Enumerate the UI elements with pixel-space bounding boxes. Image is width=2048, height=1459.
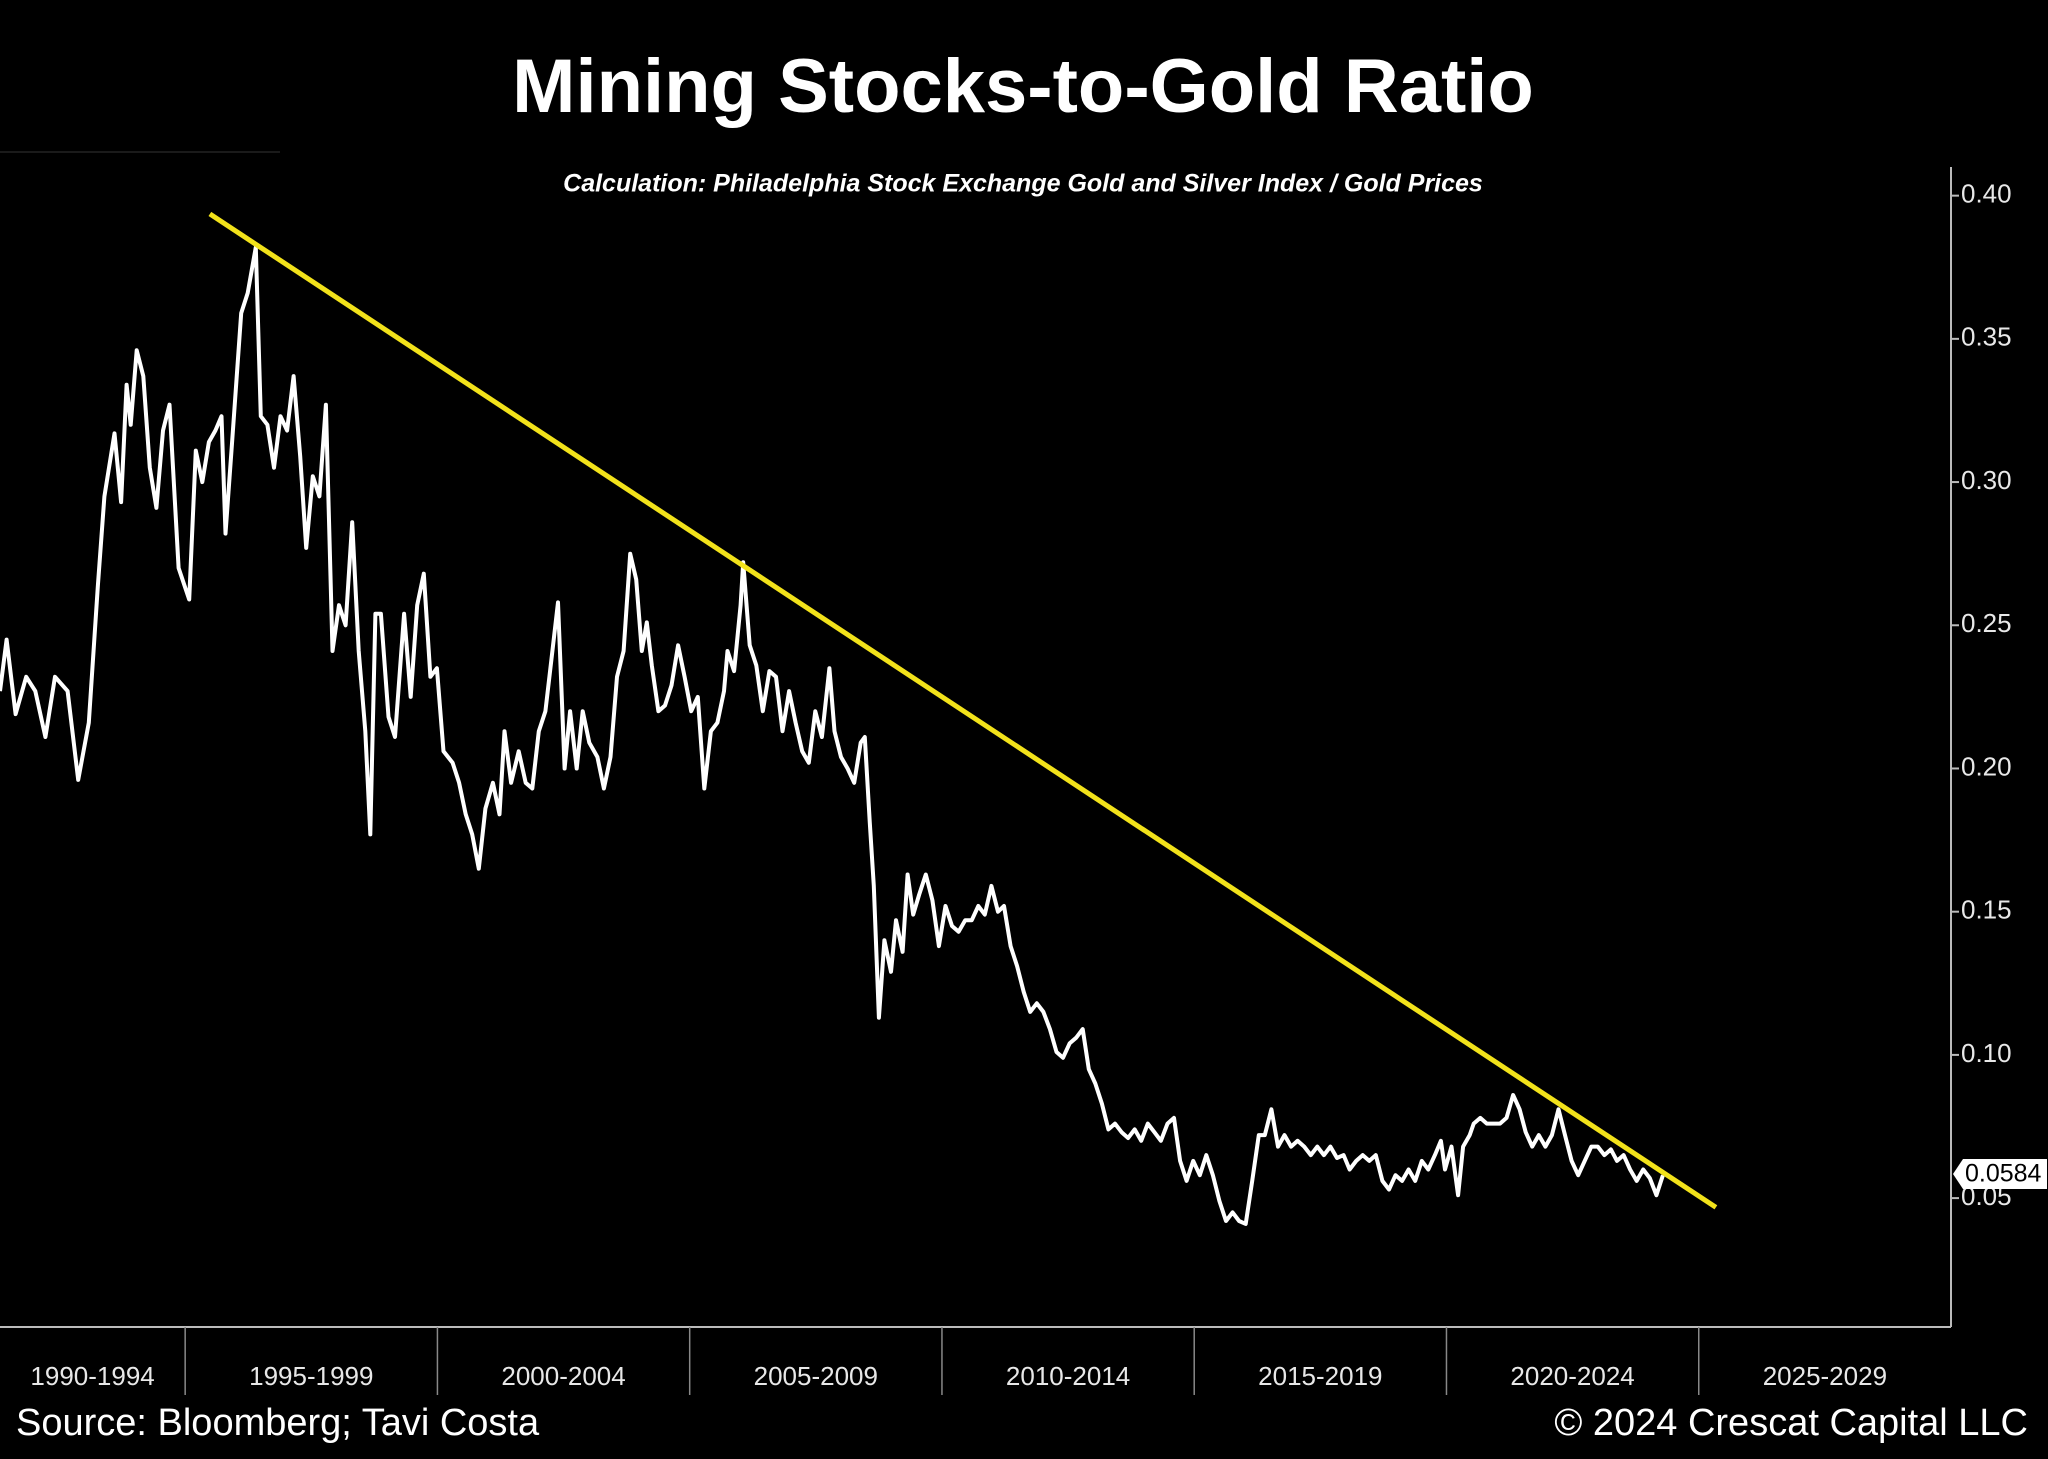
y-tick-label: 0.40	[1961, 179, 2012, 209]
last-value-tag	[1953, 1159, 2047, 1190]
x-tick-label: 2025-2029	[1763, 1361, 1887, 1391]
x-tick-label: 2005-2009	[754, 1361, 878, 1391]
copyright-note: © 2024 Crescat Capital LLC	[1554, 1402, 2028, 1444]
source-note: Source: Bloomberg; Tavi Costa	[16, 1402, 540, 1444]
trend-line	[208, 211, 1718, 1210]
chart-title: Mining Stocks-to-Gold Ratio	[512, 44, 1534, 129]
last-value-label: 0.0584	[1965, 1160, 2042, 1188]
y-tick-label: 0.10	[1961, 1038, 2012, 1068]
x-tick-label: 2015-2019	[1258, 1361, 1382, 1391]
y-tick-label: 0.20	[1961, 751, 2012, 781]
y-tick-label: 0.25	[1961, 608, 2012, 638]
x-tick-label: 1995-1999	[249, 1361, 373, 1391]
chart-subtitle: Calculation: Philadelphia Stock Exchange…	[563, 170, 1483, 198]
y-tick-label: 0.15	[1961, 895, 2012, 925]
data-line	[0, 245, 1665, 1226]
x-tick-label: 1990-1994	[30, 1361, 154, 1391]
x-tick-label: 2000-2004	[501, 1361, 625, 1391]
y-tick-label: 0.30	[1961, 465, 2012, 495]
y-tick-label: 0.35	[1961, 322, 2012, 352]
x-tick-label: 2020-2024	[1510, 1361, 1634, 1391]
x-tick-label: 2010-2014	[1006, 1361, 1130, 1391]
